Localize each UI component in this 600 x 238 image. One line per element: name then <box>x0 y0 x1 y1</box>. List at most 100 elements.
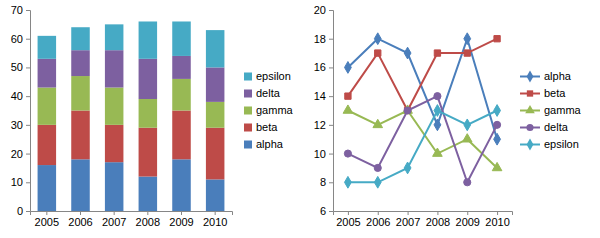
tick: 0 <box>17 205 30 217</box>
tick-mark <box>26 10 30 11</box>
legend-label: delta <box>544 121 569 133</box>
bar <box>71 76 90 110</box>
tick: 2010 <box>485 211 509 228</box>
line <box>348 39 497 140</box>
bar <box>38 125 57 165</box>
marker <box>345 93 351 99</box>
tick-mark <box>348 211 349 215</box>
bar <box>71 27 90 50</box>
bar <box>172 56 191 79</box>
tick-mark <box>329 10 333 11</box>
x-axis: 200520062007200820092010 <box>334 211 513 228</box>
tick-mark <box>26 125 30 126</box>
line-series <box>345 36 500 114</box>
tick-label: 2010 <box>203 216 227 228</box>
tick: 14 <box>314 90 333 102</box>
line-series <box>345 33 501 145</box>
tick-label: 10 <box>314 148 326 160</box>
legend-swatch <box>244 124 252 132</box>
tick: 2005 <box>35 211 59 228</box>
tick-mark <box>329 96 333 97</box>
bar <box>139 177 158 211</box>
tick-label: 6 <box>320 205 326 217</box>
marker <box>462 134 472 142</box>
tick: 10 <box>314 148 333 160</box>
tick-label: 2007 <box>102 216 126 228</box>
marker <box>494 36 500 42</box>
tick-mark <box>215 211 216 215</box>
tick-mark <box>80 211 81 215</box>
axis-line <box>31 212 233 216</box>
axis-line <box>329 11 334 212</box>
bar <box>105 125 124 162</box>
tick-label: 2005 <box>35 216 59 228</box>
tick-mark <box>26 211 30 212</box>
legend-label: gamma <box>544 104 582 116</box>
tick-label: 2006 <box>366 216 390 228</box>
marker <box>374 176 381 188</box>
tick-label: 2005 <box>336 216 360 228</box>
tick: 2006 <box>366 211 390 228</box>
bar <box>139 21 158 58</box>
tick-mark <box>26 67 30 68</box>
tick-mark <box>467 211 468 215</box>
tick: 30 <box>11 119 30 131</box>
bar <box>139 128 158 177</box>
tick-mark <box>329 67 333 68</box>
marker <box>404 162 411 174</box>
marker <box>373 119 383 127</box>
bar <box>172 159 191 211</box>
tick-label: 30 <box>11 119 23 131</box>
tick: 2010 <box>203 211 227 228</box>
tick-mark <box>497 211 498 215</box>
tick-mark <box>147 211 148 215</box>
tick: 20 <box>314 4 333 16</box>
tick-label: 2006 <box>68 216 92 228</box>
legend-item: beta <box>244 121 278 133</box>
legend-marker <box>527 71 534 83</box>
bar-series <box>38 21 225 67</box>
bar <box>38 165 57 211</box>
y-axis: 010203040506070 <box>11 4 31 217</box>
legend-label: alpha <box>544 70 572 82</box>
legend-swatch <box>244 73 252 81</box>
legend-item: delta <box>244 87 281 99</box>
legend-marker <box>527 139 534 151</box>
marker <box>494 105 501 117</box>
axis-line <box>334 212 513 216</box>
legend-item: alpha <box>520 70 572 82</box>
plot-area <box>343 33 502 188</box>
marker <box>345 62 352 74</box>
tick-mark <box>329 154 333 155</box>
legend-swatch <box>244 107 252 115</box>
bar <box>139 99 158 128</box>
tick-mark <box>26 154 30 155</box>
chart-bar: 010203040506070200520062007200820092010e… <box>11 4 294 228</box>
bar <box>172 111 191 160</box>
legend-item: beta <box>520 87 566 99</box>
chart-canvas: 010203040506070200520062007200820092010e… <box>0 0 600 238</box>
bar <box>105 24 124 50</box>
marker <box>434 105 441 117</box>
legend-label: epsilon <box>544 138 579 150</box>
tick: 2007 <box>396 211 420 228</box>
tick-label: 2010 <box>485 216 509 228</box>
tick-mark <box>26 96 30 97</box>
tick-label: 2009 <box>169 216 193 228</box>
bar <box>139 59 158 99</box>
tick-label: 20 <box>314 4 326 16</box>
bar-series <box>38 159 225 211</box>
tick-label: 0 <box>17 205 23 217</box>
legend-item: alpha <box>244 138 284 150</box>
legend-marker <box>525 105 535 113</box>
tick-mark <box>329 182 333 183</box>
tick: 2007 <box>102 211 126 228</box>
tick: 2009 <box>169 211 193 228</box>
legend-item: epsilon <box>520 138 579 150</box>
tick-mark <box>26 182 30 183</box>
marker <box>464 33 471 45</box>
tick: 16 <box>314 61 333 73</box>
tick: 20 <box>11 148 30 160</box>
legend-label: epsilon <box>256 70 291 82</box>
tick: 2008 <box>426 211 450 228</box>
